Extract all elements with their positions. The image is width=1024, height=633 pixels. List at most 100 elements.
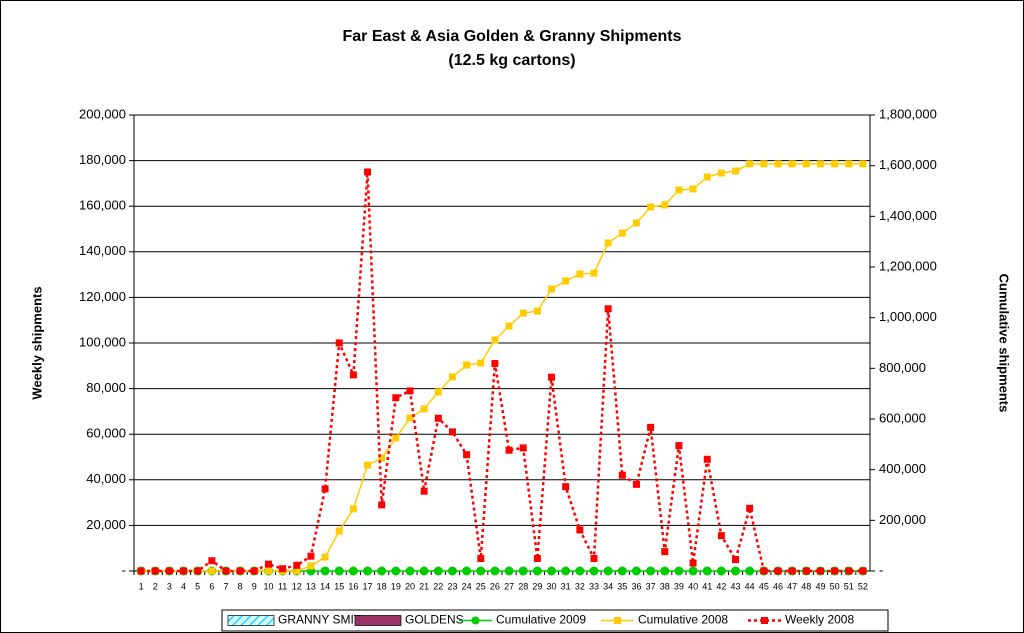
point — [420, 487, 428, 495]
point — [151, 567, 159, 575]
point — [603, 566, 613, 576]
legend-label: Cumulative 2009 — [496, 613, 586, 627]
point — [518, 566, 528, 576]
point — [788, 567, 796, 575]
point — [661, 201, 669, 209]
point — [434, 414, 442, 422]
y2-tick-label: - — [879, 562, 883, 577]
y2-tick-label: 1,800,000 — [879, 106, 937, 121]
y-tick-label: 120,000 — [79, 289, 126, 304]
x-tick-label: 34 — [603, 581, 613, 591]
point — [632, 219, 640, 227]
point — [406, 414, 414, 422]
point — [774, 160, 782, 168]
y-tick-label: 80,000 — [86, 380, 126, 395]
x-tick-label: 37 — [646, 581, 656, 591]
point — [208, 567, 216, 575]
point — [334, 566, 344, 576]
legend-marker — [471, 616, 480, 625]
x-tick-label: 29 — [532, 581, 542, 591]
point — [349, 371, 357, 379]
x-tick-label: 30 — [547, 581, 557, 591]
point — [617, 566, 627, 576]
point — [392, 394, 400, 402]
x-tick-label: 22 — [433, 581, 443, 591]
point — [491, 336, 499, 344]
x-tick-label: 13 — [306, 581, 316, 591]
line — [141, 171, 863, 573]
x-tick-label: 39 — [674, 581, 684, 591]
y2-axis-title: Cumulative shipments — [997, 274, 1012, 413]
chart-subtitle: (12.5 kg cartons) — [448, 52, 575, 69]
point — [802, 160, 810, 168]
x-tick-label: 6 — [209, 581, 214, 591]
point — [519, 309, 527, 317]
point — [490, 566, 500, 576]
x-tick-label: 16 — [348, 581, 358, 591]
point — [660, 566, 670, 576]
point — [816, 160, 824, 168]
point — [646, 566, 656, 576]
point — [447, 566, 457, 576]
x-tick-label: 25 — [476, 581, 486, 591]
x-tick-label: 44 — [745, 581, 755, 591]
y-tick-label: 60,000 — [86, 426, 126, 441]
y2-tick-label: 600,000 — [879, 410, 926, 425]
point — [250, 567, 258, 575]
point — [688, 566, 698, 576]
x-tick-label: 40 — [688, 581, 698, 591]
y-tick-label: 180,000 — [79, 152, 126, 167]
point — [703, 455, 711, 463]
chart-title: Far East & Asia Golden & Granny Shipment… — [342, 28, 681, 45]
point — [491, 360, 499, 368]
point — [377, 566, 387, 576]
point — [590, 269, 598, 277]
x-tick-label: 4 — [181, 581, 186, 591]
point — [788, 160, 796, 168]
x-tick-label: 38 — [660, 581, 670, 591]
point — [647, 423, 655, 431]
x-tick-label: 9 — [252, 581, 257, 591]
x-tick-label: 24 — [462, 581, 472, 591]
point — [576, 526, 584, 534]
point — [406, 387, 414, 395]
point — [519, 444, 527, 452]
legend-swatch — [227, 615, 275, 626]
y-tick-label: 160,000 — [79, 198, 126, 213]
x-tick-label: 50 — [830, 581, 840, 591]
point — [702, 566, 712, 576]
point — [405, 566, 415, 576]
x-tick-label: 3 — [167, 581, 172, 591]
x-tick-label: 36 — [631, 581, 641, 591]
point — [547, 566, 557, 576]
legend-label: Weekly 2008 — [785, 613, 854, 627]
point — [264, 567, 272, 575]
point — [463, 451, 471, 459]
point — [180, 567, 188, 575]
y2-tick-label: 800,000 — [879, 360, 926, 375]
x-tick-label: 49 — [815, 581, 825, 591]
y2-tick-label: 200,000 — [879, 512, 926, 527]
point — [236, 567, 244, 575]
y-axis-title: Weekly shipments — [29, 286, 44, 399]
point — [349, 505, 357, 513]
point — [307, 562, 315, 570]
x-tick-label: 33 — [589, 581, 599, 591]
point — [604, 239, 612, 247]
x-tick-label: 46 — [773, 581, 783, 591]
point — [378, 454, 386, 462]
point — [859, 160, 867, 168]
x-tick-label: 26 — [490, 581, 500, 591]
point — [816, 567, 824, 575]
point — [774, 567, 782, 575]
point — [562, 277, 570, 285]
point — [746, 504, 754, 512]
point — [802, 567, 810, 575]
point — [477, 359, 485, 367]
legend-marker — [614, 617, 621, 624]
point — [433, 566, 443, 576]
point — [504, 566, 514, 576]
point — [674, 566, 684, 576]
point — [364, 168, 372, 176]
x-tick-label: 45 — [759, 581, 769, 591]
